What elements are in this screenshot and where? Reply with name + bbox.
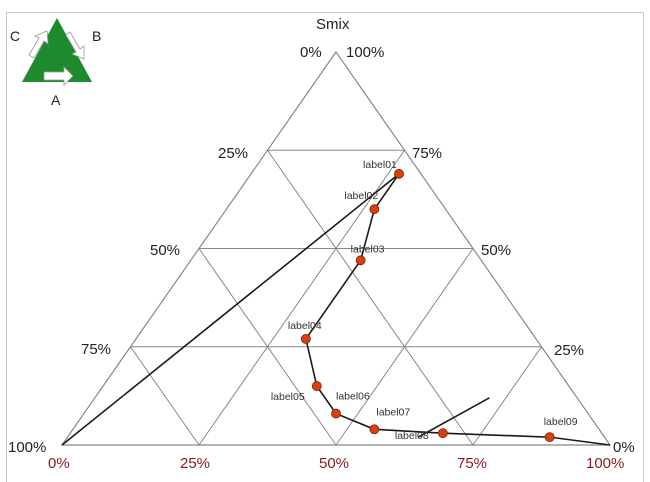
right-tick-25: 25% — [554, 342, 584, 359]
chart-area: C B A Smix 0% 100% 25% 50% 75% 100% 75% … — [0, 0, 650, 468]
boundary-curve — [62, 174, 610, 445]
data-point-label02 — [370, 205, 379, 214]
data-label-label08: label08 — [395, 430, 429, 442]
bottom-tick-75: 75% — [457, 455, 487, 468]
data-point-label09 — [545, 433, 554, 442]
logo-label-a: A — [51, 92, 61, 108]
data-label-label01: label01 — [363, 159, 397, 171]
ternary-chart: C B A Smix 0% 100% 25% 50% 75% 100% 75% … — [0, 0, 650, 468]
top-vertex-label-right: 100% — [346, 44, 384, 61]
bottom-tick-0: 0% — [48, 455, 70, 468]
ternary-logo: C B A — [10, 18, 101, 108]
right-tick-75: 75% — [412, 145, 442, 162]
left-tick-75: 75% — [81, 341, 111, 358]
logo-label-b: B — [92, 28, 101, 44]
data-point-label03 — [356, 256, 365, 265]
phase-boundary — [62, 174, 610, 445]
data-points: label01 label02 label03 label04 label05 label… — [271, 159, 578, 442]
data-point-label07 — [370, 425, 379, 434]
right-tick-50: 50% — [481, 242, 511, 259]
tie-line — [418, 398, 489, 437]
top-vertex-label-left: 0% — [300, 44, 322, 61]
data-point-label04 — [301, 334, 310, 343]
bottom-tick-100: 100% — [586, 455, 624, 468]
data-point-label08 — [438, 429, 447, 438]
logo-label-c: C — [10, 28, 20, 44]
left-tick-25: 25% — [218, 145, 248, 162]
grid-line-c-75 — [473, 347, 542, 445]
data-label-label02: label02 — [344, 190, 378, 202]
data-label-label04: label04 — [288, 320, 322, 332]
data-point-label05 — [312, 382, 321, 391]
chart-title: Smix — [316, 16, 350, 33]
right-tick-0: 0% — [613, 439, 635, 456]
data-label-label07: label07 — [376, 406, 410, 418]
data-label-label06: label06 — [336, 391, 370, 403]
left-tick-100: 100% — [8, 439, 46, 456]
data-point-label06 — [332, 409, 341, 418]
data-label-label03: label03 — [351, 243, 385, 255]
bottom-tick-50: 50% — [319, 455, 349, 468]
data-label-label09: label09 — [544, 416, 578, 428]
left-tick-50: 50% — [150, 242, 180, 259]
ternary-grid — [62, 52, 610, 445]
bottom-tick-25: 25% — [180, 455, 210, 468]
data-label-label05: label05 — [271, 391, 305, 403]
